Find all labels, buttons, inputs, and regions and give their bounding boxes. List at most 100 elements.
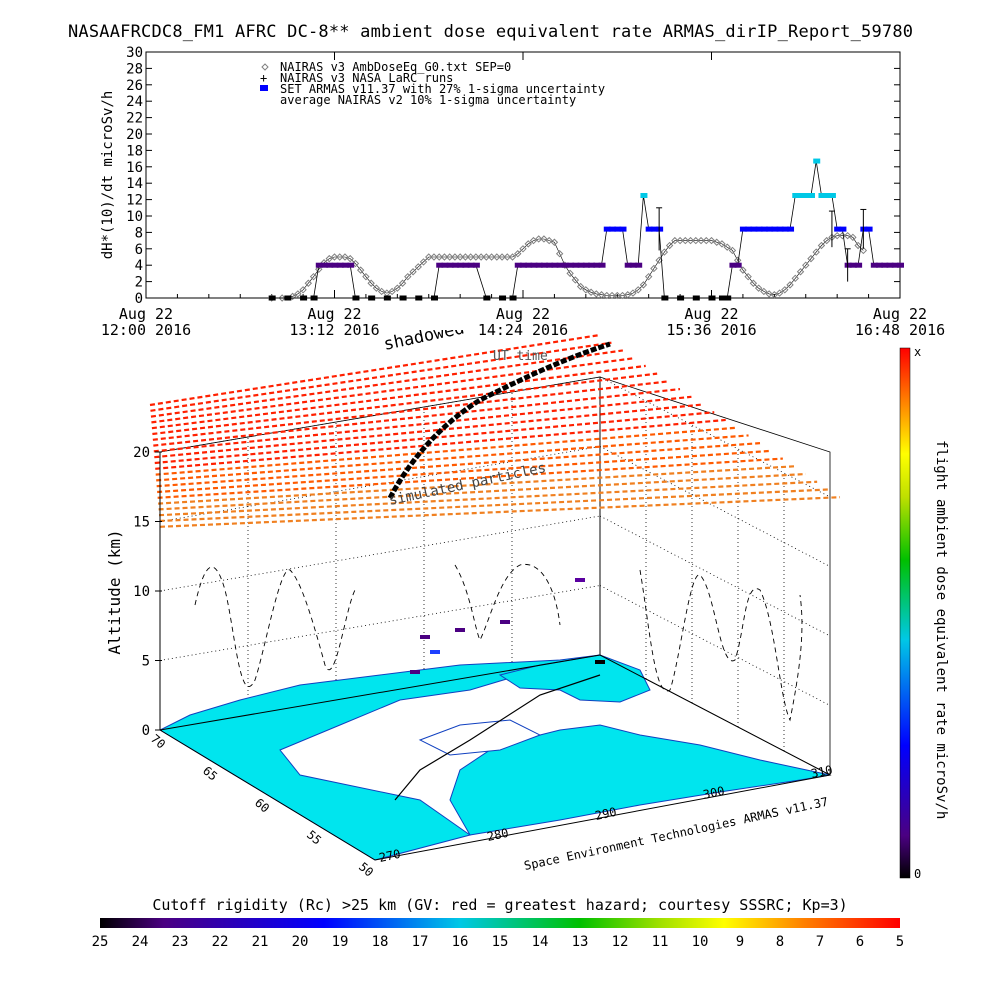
dose-field-layer xyxy=(149,333,841,528)
armas-point xyxy=(729,262,737,268)
nairas-v3-point xyxy=(545,236,553,245)
nairas-v3-point xyxy=(330,253,339,261)
armas-point xyxy=(441,262,449,268)
armas-point xyxy=(341,262,349,268)
dose-field-row xyxy=(153,387,681,447)
nairas-v3-point xyxy=(487,253,496,261)
nairas-v3-point xyxy=(587,288,595,296)
nairas-v3-point xyxy=(613,291,621,300)
armas-point xyxy=(567,262,575,268)
armas-point xyxy=(436,262,444,268)
armas-point xyxy=(415,295,423,301)
dose-field-row xyxy=(153,395,692,453)
y-axis-label: dH*(10)/dt microSv/h xyxy=(100,91,116,260)
nairas-v3-point xyxy=(508,253,517,261)
armas-point xyxy=(661,295,669,301)
x-tick-label-time: 13:12 2016 xyxy=(289,321,379,339)
y-tick-label: 30 xyxy=(126,45,143,61)
armas-point xyxy=(535,262,543,268)
nairas-v3-point xyxy=(739,266,747,274)
armas-point xyxy=(368,295,376,301)
nairas-v3-point xyxy=(493,253,501,261)
nairas-v3-point xyxy=(461,253,470,261)
nairas-v3-point xyxy=(849,233,857,242)
armas-point xyxy=(514,262,522,268)
armas-point xyxy=(818,193,826,198)
nairas-v3-point xyxy=(597,291,606,299)
cutoff-tick-label: 8 xyxy=(776,934,784,950)
nairas-v3-point xyxy=(702,236,710,245)
dose-field-row xyxy=(156,442,761,488)
armas-point xyxy=(886,262,894,268)
armas-point xyxy=(540,262,548,268)
armas-point xyxy=(881,262,889,268)
wall-gridline xyxy=(599,585,831,706)
legend-label: NAIRAS v3 NASA LaRC runs xyxy=(280,71,453,85)
nairas-v3-point xyxy=(786,281,794,289)
nairas-v3-point xyxy=(671,236,679,245)
armas-point xyxy=(813,158,821,164)
nairas-v3-point xyxy=(660,248,669,256)
armas-point xyxy=(321,262,329,268)
armas-point xyxy=(834,226,842,232)
nairas-v3-point xyxy=(419,258,428,266)
armas-point xyxy=(766,226,774,232)
nairas-v3-point xyxy=(315,265,323,274)
nairas-v3-point xyxy=(838,231,847,240)
armas-point xyxy=(760,226,768,232)
flight-sample-marker xyxy=(420,635,430,639)
z-tick-label: 10 xyxy=(133,584,150,600)
nairas-v3-point xyxy=(440,253,449,261)
armas-point xyxy=(598,262,606,268)
armas-point xyxy=(614,226,622,232)
nairas-v3-line xyxy=(271,235,864,299)
armas-point xyxy=(855,262,863,268)
latitude-tick-label: 60 xyxy=(252,796,272,816)
armas-point xyxy=(624,262,632,268)
armas-point xyxy=(802,193,810,198)
z-tick-label: 15 xyxy=(133,515,150,531)
nairas-v3-point xyxy=(414,263,422,271)
map-world xyxy=(149,333,841,861)
nairas-v3-point xyxy=(807,254,815,263)
flight-sample-marker xyxy=(575,578,585,582)
bay-water xyxy=(418,719,542,756)
nairas-v3-point xyxy=(697,236,705,245)
armas-point xyxy=(467,262,475,268)
nairas-v3-point xyxy=(650,264,658,273)
y-tick-label: 28 xyxy=(126,61,143,77)
armas-point xyxy=(561,262,569,268)
cutoff-tick-label: 12 xyxy=(612,934,629,950)
latitude-tick-label: 55 xyxy=(304,828,324,848)
cutoff-tick-label: 13 xyxy=(572,934,589,950)
nairas-v3-point xyxy=(451,253,459,261)
nairas-v3-point xyxy=(435,253,443,261)
cutoff-tick-label: 14 xyxy=(532,934,549,950)
armas-point xyxy=(755,226,763,232)
armas-point xyxy=(609,226,617,232)
armas-point xyxy=(284,295,292,301)
armas-point xyxy=(677,295,685,301)
nairas-v3-point xyxy=(477,253,485,261)
armas-point xyxy=(739,226,747,232)
nairas-v3-point xyxy=(388,287,396,296)
longitude-tick-label: 290 xyxy=(594,805,618,823)
z-tick-label: 20 xyxy=(133,445,150,461)
nairas-v3-point xyxy=(514,250,522,258)
nairas-v3-point xyxy=(351,259,360,268)
y-tick-label: 18 xyxy=(126,143,143,159)
armas-point xyxy=(268,295,276,301)
armas-point xyxy=(718,295,726,301)
cutoff-tick-label: 16 xyxy=(452,934,469,950)
dose-field-row xyxy=(149,333,601,407)
nairas-v3-point xyxy=(445,253,454,261)
x-tick-label-time: 16:48 2016 xyxy=(855,321,945,339)
nairas-v3-point xyxy=(325,254,333,263)
nairas-v3-point xyxy=(576,282,585,291)
dose-field-row xyxy=(151,364,646,430)
nairas-v3-point xyxy=(524,240,532,248)
armas-point xyxy=(792,193,800,198)
nairas-v3-point xyxy=(356,266,365,274)
